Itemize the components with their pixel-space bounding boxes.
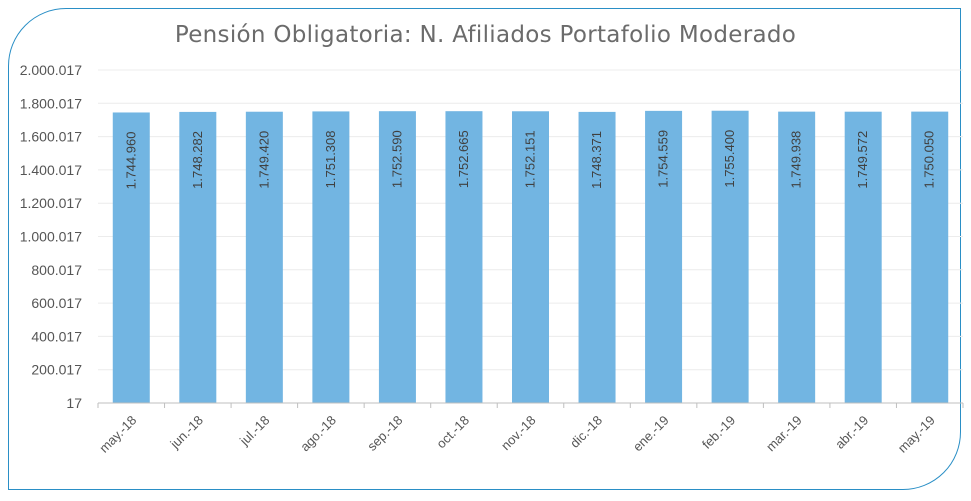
bar xyxy=(711,110,749,403)
bar-value-label: 1.752.665 xyxy=(456,130,471,188)
y-tick-label: 1.800.017 xyxy=(20,95,82,111)
x-tick-label: abr.-19 xyxy=(832,413,871,452)
bar xyxy=(512,111,549,404)
bar-value-label: 1.748.282 xyxy=(190,131,205,189)
x-tick-label: jun.-18 xyxy=(167,413,206,452)
x-tick-label: oct.-18 xyxy=(433,413,472,452)
bar-value-label: 1.751.308 xyxy=(323,130,338,188)
bar xyxy=(378,111,416,403)
x-tick-label: nov.-18 xyxy=(498,413,539,454)
bar xyxy=(445,111,483,403)
bar-value-label: 1.754.559 xyxy=(656,130,671,188)
x-tick-label: may.-19 xyxy=(895,413,938,456)
y-tick-label: 600.017 xyxy=(31,295,82,311)
y-tick-label: 200.017 xyxy=(31,362,82,378)
x-tick-label: mar.-19 xyxy=(763,413,805,455)
bar xyxy=(778,111,816,403)
bar-value-label: 1.752.590 xyxy=(389,130,404,188)
x-tick-label: feb.-19 xyxy=(699,413,738,452)
bar-value-label: 1.755.400 xyxy=(722,130,737,188)
x-tick-label: may.-18 xyxy=(96,413,139,456)
bar xyxy=(578,111,616,404)
x-axis xyxy=(97,402,964,408)
x-tick-label: sep.-18 xyxy=(364,413,405,454)
bar xyxy=(645,110,683,403)
x-tick-label: ago.-18 xyxy=(297,413,339,455)
y-tick-label: 800.017 xyxy=(31,262,82,278)
bar xyxy=(245,111,283,404)
x-axis-ticks: may.-18 jun.-18 jul.-18 ago.-18 sep.-18 oct.-… xyxy=(96,413,938,456)
bar-value-label: 1.750.050 xyxy=(922,131,937,189)
bar-value-label: 1.749.420 xyxy=(256,131,271,189)
bar xyxy=(844,111,882,403)
bar-value-label: 1.744.960 xyxy=(123,132,138,190)
bar xyxy=(911,111,949,403)
y-tick-label: 1.400.017 xyxy=(20,162,82,178)
y-tick-label: 1.600.017 xyxy=(20,129,82,145)
y-axis-ticks: 17 200.017 400.017 600.017 800.017 1.000.017 1… xyxy=(20,62,83,411)
bar-value-label: 1.748.371 xyxy=(589,131,604,189)
bar xyxy=(312,111,350,404)
chart-title: Pensión Obligatoria: N. Afiliados Portaf… xyxy=(174,22,797,48)
y-tick-label: 17 xyxy=(66,395,82,411)
x-tick-label: jul.-18 xyxy=(236,413,272,449)
bar-value-label: 1.752.151 xyxy=(523,130,538,188)
x-tick-label: dic.-18 xyxy=(567,413,605,451)
y-tick-label: 400.017 xyxy=(31,328,82,344)
bar xyxy=(179,111,217,403)
bar xyxy=(112,112,150,404)
bar-value-label: 1.749.938 xyxy=(789,131,804,189)
y-tick-label: 1.200.017 xyxy=(20,195,82,211)
y-tick-label: 2.000.017 xyxy=(20,62,82,78)
bar-value-label: 1.749.572 xyxy=(855,131,870,189)
x-tick-label: ene.-19 xyxy=(630,413,672,455)
y-tick-label: 1.000.017 xyxy=(20,229,82,245)
bars: 1.744.960 1.748.282 1.749.420 1.751.308 1.75… xyxy=(112,110,949,404)
